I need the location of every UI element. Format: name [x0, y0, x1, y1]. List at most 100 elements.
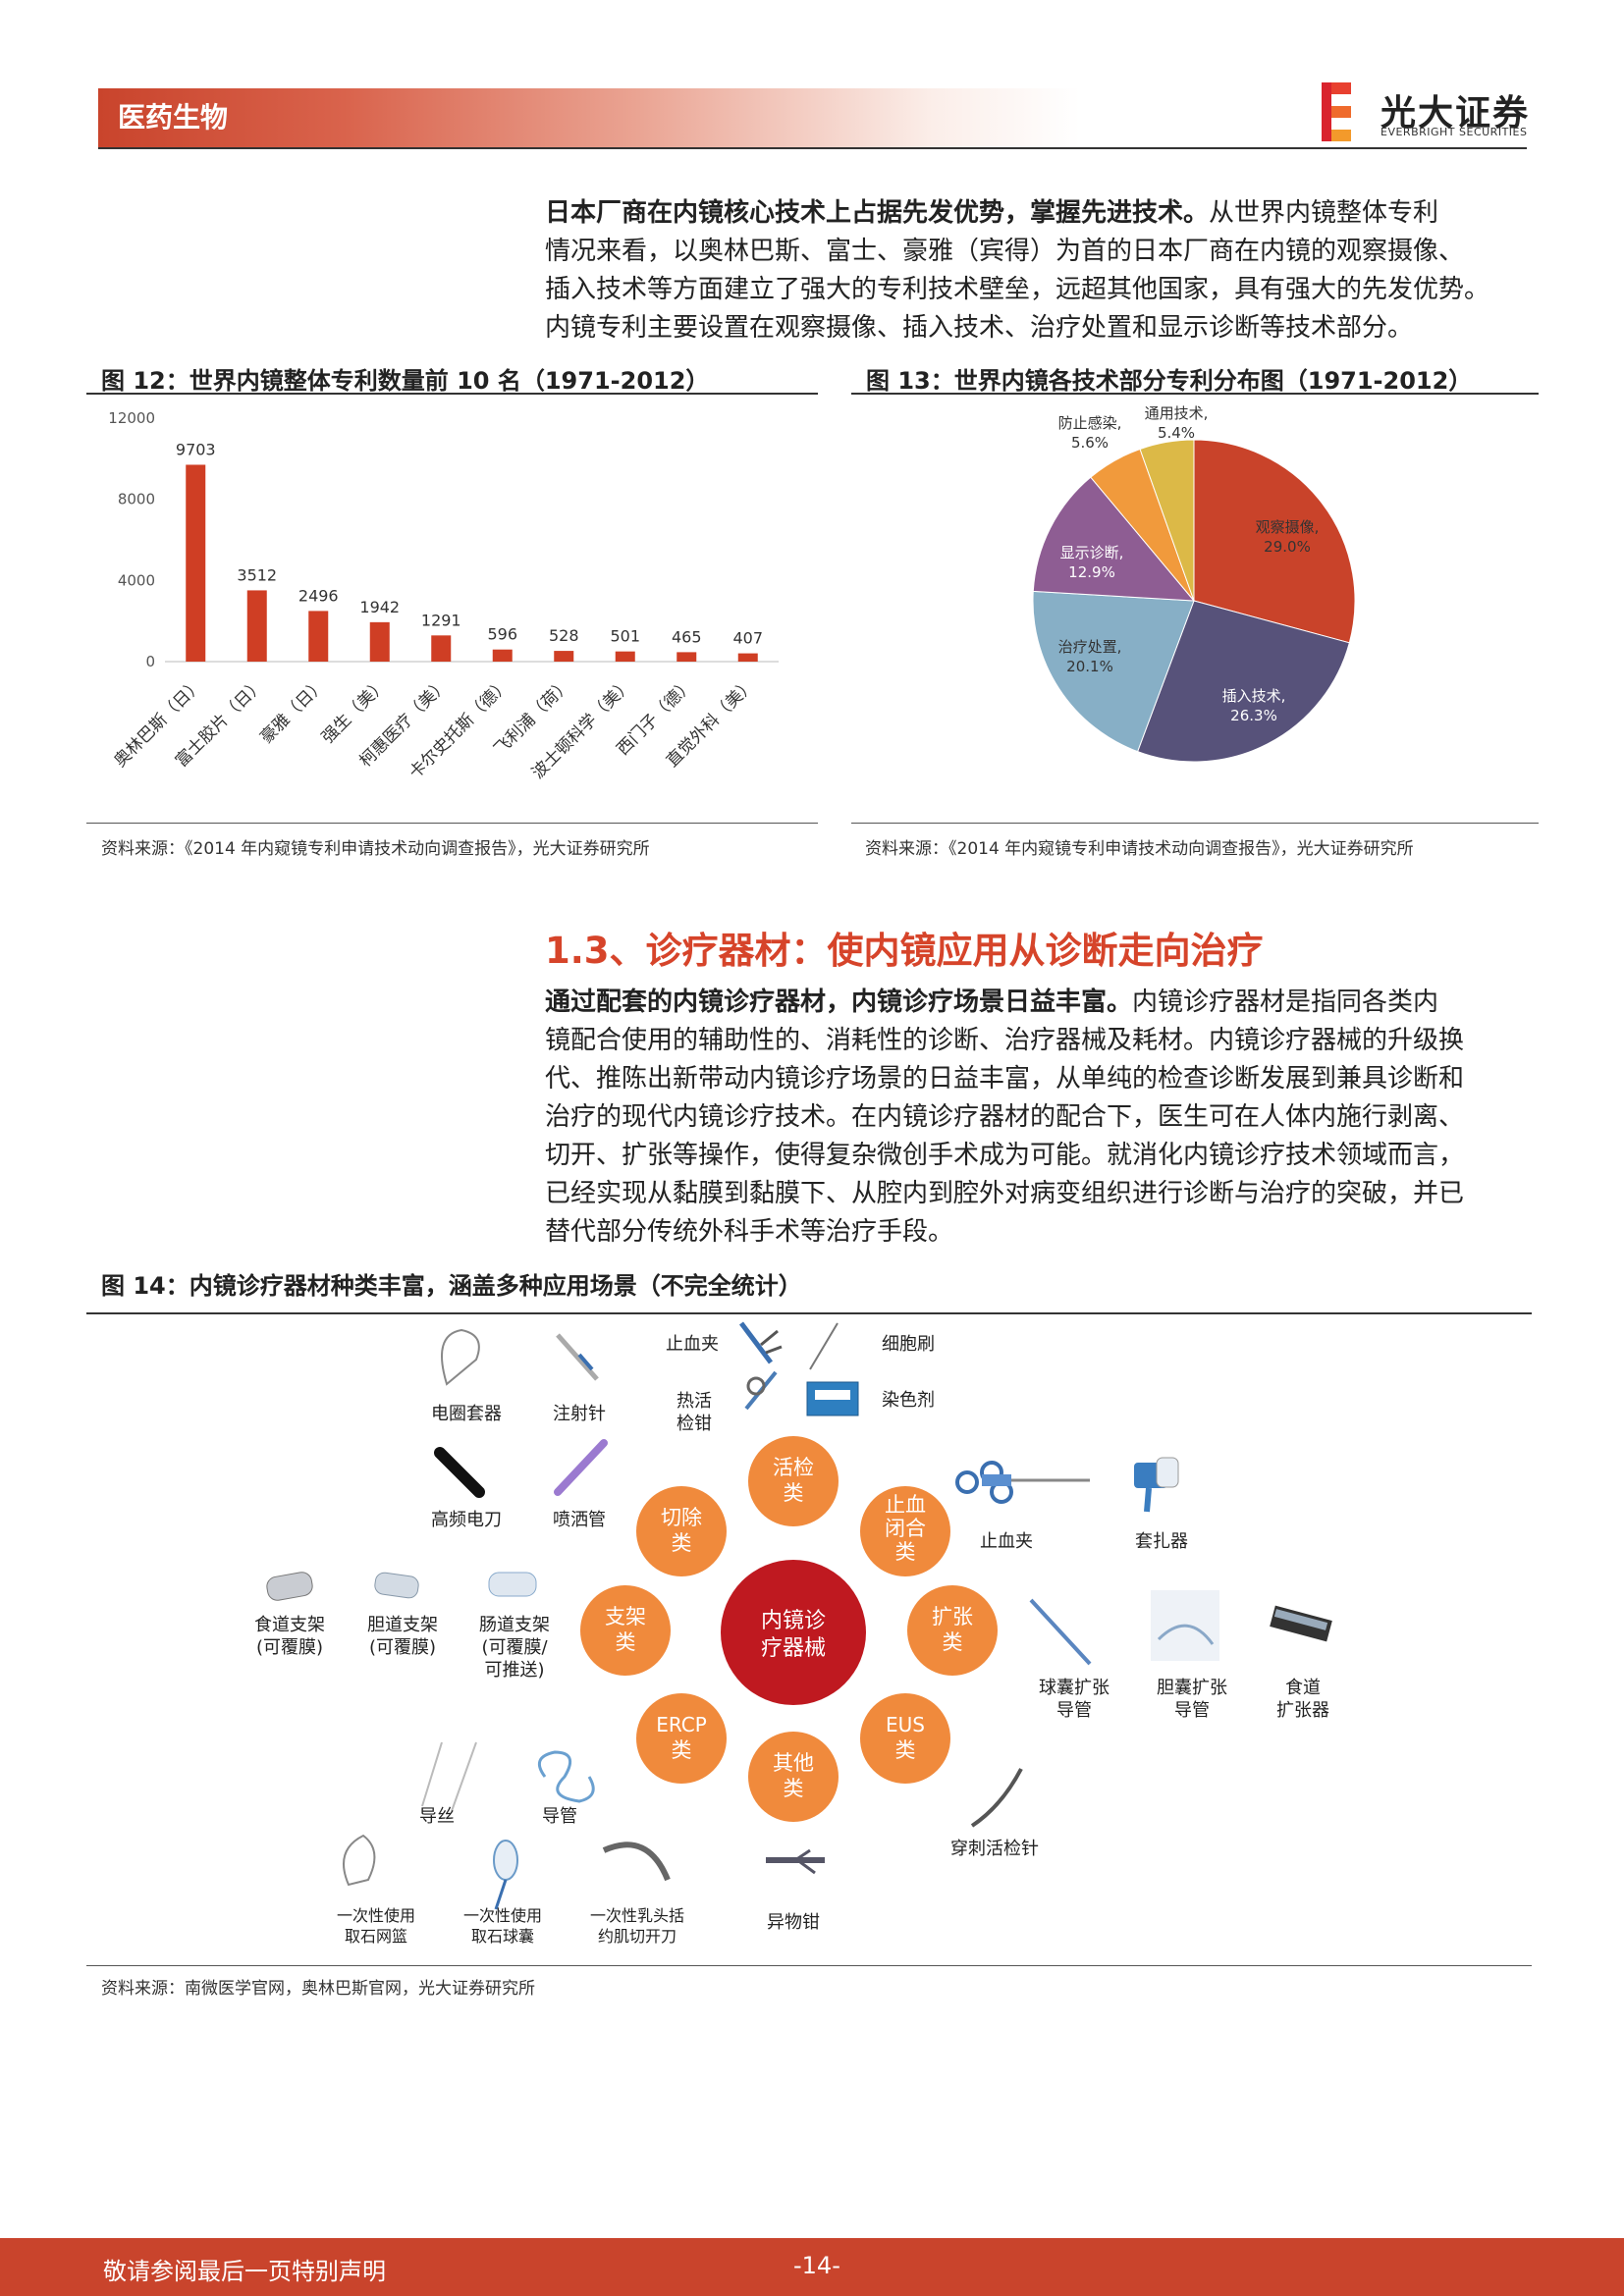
- snare-icon: [441, 1328, 480, 1386]
- slice-label: 防止感染,: [1058, 414, 1122, 432]
- svg-text:其他: 其他: [773, 1751, 814, 1775]
- slice-label: 观察摄像,: [1256, 518, 1320, 536]
- bar: [737, 653, 758, 662]
- guidewire-icon: [421, 1741, 477, 1812]
- label-balloon-dilator: 球囊扩张: [1039, 1678, 1110, 1698]
- figure-14-bottom-rule: [86, 1965, 1532, 1966]
- paragraph-1-line: 内镜专利主要设置在观察摄像、插入技术、治疗处置和显示诊断等技术部分。: [545, 313, 1414, 343]
- brand-name-en: EVERBRIGHT SECURITIES: [1380, 126, 1528, 138]
- patent-pie-chart: 观察摄像, 29.0% 插入技术, 26.3% 治疗处置, 20.1% 显示诊断, 12.9%…: [1032, 404, 1356, 763]
- slice-label: 插入技术,: [1222, 687, 1286, 705]
- svg-text:类: 类: [895, 1540, 916, 1564]
- footer-bar: [0, 2238, 1624, 2296]
- bar-value-label: 596: [487, 625, 517, 644]
- patent-bar-chart: 040008000120009703奥林巴斯（日）3512富士胶片（日）2496…: [108, 409, 779, 783]
- figure-14-source: 资料来源：南微医学官网，奥林巴斯官网，光大证券研究所: [101, 1979, 535, 1999]
- hemoclip-large-icon: [955, 1461, 1090, 1504]
- figure-12-bottom-rule: [86, 823, 818, 824]
- label-colonic-stent: 肠道支架: [479, 1615, 550, 1635]
- bar-value-label: 1291: [421, 611, 461, 629]
- colonic-stent-icon: [488, 1572, 537, 1597]
- bar-value-label: 2496: [298, 586, 339, 605]
- bar: [554, 651, 574, 662]
- footer-disclaimer: 敬请参阅最后一页特别声明: [103, 2258, 386, 2285]
- label-hemoclip-top: 止血夹: [666, 1334, 719, 1355]
- label-ligator: 套扎器: [1135, 1531, 1188, 1552]
- bar: [308, 611, 329, 662]
- fna-needle-icon: [970, 1768, 1023, 1828]
- label-hemoclip: 止血夹: [980, 1531, 1033, 1552]
- paragraph-2-line: 代、推陈出新带动内镜诊疗场景的日益丰富，从单纯的检查诊断发展到兼具诊断和: [545, 1064, 1465, 1094]
- pie-slice: [1139, 439, 1195, 602]
- pie-slice: [1032, 476, 1196, 602]
- category-eus: EUS 类: [860, 1693, 950, 1784]
- svg-text:类: 类: [672, 1531, 692, 1555]
- label-basket: 取石网篮: [345, 1927, 407, 1946]
- bar: [615, 651, 635, 662]
- hot-biopsy-forceps-icon: [744, 1370, 778, 1411]
- center-circle: [721, 1560, 866, 1705]
- y-tick-label: 12000: [108, 409, 155, 427]
- svg-text:类: 类: [784, 1481, 804, 1505]
- label-sphincterotome: 约肌切开刀: [598, 1927, 677, 1946]
- svg-text:类: 类: [616, 1630, 636, 1654]
- biliary-dilator-icon: [1151, 1590, 1219, 1661]
- svg-text:类: 类: [672, 1738, 692, 1762]
- label-injection-needle: 注射针: [553, 1404, 606, 1424]
- figure-12-title: 图 12：世界内镜整体专利数量前 10 名（1971-2012）: [101, 367, 710, 395]
- label-cytology-brush: 细胞刷: [882, 1334, 935, 1355]
- svg-text:EUS: EUS: [886, 1713, 925, 1736]
- label-balloon-retrieval: 一次性使用: [463, 1906, 542, 1925]
- svg-text:活检: 活检: [773, 1456, 814, 1479]
- label-esophageal-stent: (可覆膜): [256, 1637, 323, 1658]
- foreign-body-forceps-icon: [766, 1848, 825, 1875]
- slice-label: 显示诊断,: [1060, 544, 1124, 561]
- paragraph-2-line: 治疗的现代内镜诊疗技术。在内镜诊疗器材的配合下，医生可在人体内施行剥离、: [545, 1102, 1465, 1132]
- paragraph-1-line: 插入技术等方面建立了强大的专利技术壁垒，远超其他国家，具有强大的先发优势。: [545, 275, 1490, 304]
- header-section-title: 医药生物: [118, 101, 229, 133]
- figure-14-title: 图 14：内镜诊疗器材种类丰富，涵盖多种应用场景（不完全统计）: [101, 1272, 802, 1300]
- category-zhijia: 支架 类: [580, 1585, 671, 1676]
- basket-icon: [343, 1834, 376, 1887]
- paragraph-2-lead: 通过配套的内镜诊疗器材，内镜诊疗场景日益丰富。: [545, 988, 1133, 1017]
- label-biliary-dilator: 胆囊扩张: [1157, 1678, 1227, 1698]
- category-huojian: 活检 类: [748, 1436, 839, 1526]
- label-balloon-retrieval: 取石球囊: [471, 1927, 534, 1946]
- section-title: 1.3、诊疗器材：使内镜应用从诊断走向治疗: [545, 930, 1264, 972]
- category-ercp: ERCP 类: [636, 1693, 727, 1784]
- bar: [492, 649, 513, 662]
- paragraph-2-line: 已经实现从黏膜到黏膜下、从腔内到腔外对病变组织进行诊断与治疗的突破，并已: [545, 1179, 1465, 1208]
- label-biliary-stent: (可覆膜): [369, 1637, 436, 1658]
- svg-text:支架: 支架: [605, 1605, 646, 1629]
- pie-slice: [1032, 590, 1195, 753]
- bar-value-label: 407: [732, 629, 763, 648]
- slice-percent: 12.9%: [1068, 563, 1115, 581]
- ligator-icon: [1134, 1457, 1179, 1513]
- paragraph-2: 通过配套的内镜诊疗器材，内镜诊疗场景日益丰富。内镜诊疗器材是指同各类内 镜配合使…: [545, 984, 1527, 1252]
- label-esophageal-dilator: 扩张器: [1276, 1700, 1329, 1721]
- pie-slice: [1193, 439, 1356, 644]
- bar-value-label: 501: [610, 627, 640, 646]
- figure-13-bottom-rule: [851, 823, 1539, 824]
- label-balloon-dilator: 导管: [1056, 1700, 1092, 1721]
- label-hot-biopsy: 热活: [677, 1391, 712, 1412]
- hemoclip-icon: [739, 1321, 783, 1364]
- figure-14-top-rule: [86, 1312, 1532, 1314]
- label-esophageal-dilator: 食道: [1285, 1678, 1321, 1698]
- paragraph-2-line: 镜配合使用的辅助性的、消耗性的诊断、治疗器械及耗材。内镜诊疗器械的升级换: [545, 1026, 1465, 1055]
- paragraph-2-line: 切开、扩张等操作，使得复杂微创手术成为可能。就消化内镜诊疗技术领域而言，: [545, 1141, 1465, 1170]
- slice-percent: 29.0%: [1264, 538, 1311, 556]
- bar-value-label: 1942: [359, 598, 400, 616]
- bar: [246, 590, 267, 662]
- everbright-logo-icon: [1322, 82, 1351, 141]
- svg-text:类: 类: [943, 1630, 963, 1654]
- endoscope-device-diagram: 内镜诊 疗器械 活检 类 切除 类 止血 闭合 类 支架 类 扩张 类 ERCP…: [254, 1321, 1332, 1946]
- injection-needle-icon: [556, 1333, 599, 1381]
- slice-percent: 5.6%: [1071, 434, 1109, 452]
- center-label: 疗器械: [761, 1636, 826, 1661]
- svg-text:扩张: 扩张: [932, 1605, 973, 1629]
- svg-text:闭合: 闭合: [885, 1517, 926, 1540]
- figure-13-source: 资料来源：《2014 年内窥镜专利申请技术动向调查报告》，光大证券研究所: [865, 839, 1414, 859]
- figure-13-top-rule: [851, 393, 1539, 395]
- bar: [431, 635, 452, 662]
